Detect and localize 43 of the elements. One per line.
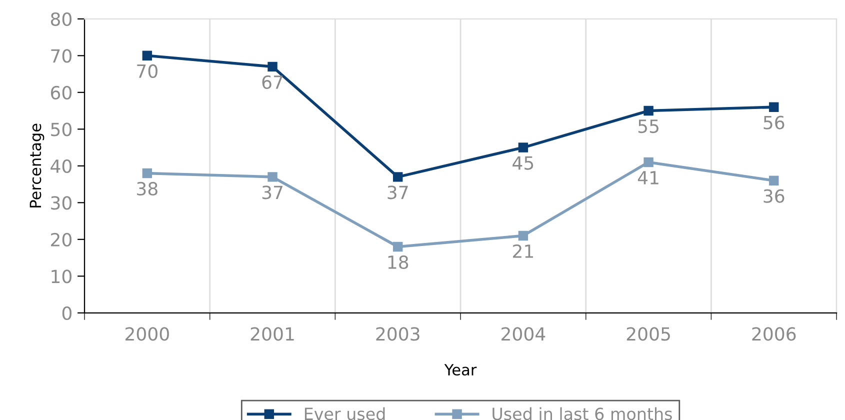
x-tick-label: 2006 [752, 327, 796, 341]
data-label: 38 [137, 182, 158, 196]
x-axis-title: Year [444, 364, 477, 376]
y-tick-label: 20 [51, 232, 72, 247]
data-label: 55 [638, 120, 658, 134]
data-label: 21 [513, 244, 534, 258]
data-label: 37 [262, 186, 282, 200]
y-tick-label: 80 [50, 12, 72, 26]
x-tick-label: 2000 [126, 327, 169, 341]
data-label: 56 [764, 116, 784, 130]
x-tick-label: 2005 [626, 327, 670, 341]
y-tick-label: 50 [51, 122, 72, 136]
point [392, 172, 403, 182]
data-label: 36 [764, 189, 784, 203]
data-label: 70 [137, 64, 158, 78]
y-tick-label: 60 [50, 86, 72, 100]
point [142, 168, 152, 178]
point [518, 230, 528, 241]
data-label: 18 [388, 255, 408, 270]
x-tick-label: 2004 [502, 327, 546, 341]
y-tick-label: 70 [51, 49, 72, 63]
legend-label: Ever used [304, 407, 385, 420]
point [268, 172, 278, 182]
y-tick-label: 0 [62, 306, 72, 320]
y-tick-label: 10 [52, 270, 72, 284]
y-axis-title: Percentage [30, 124, 44, 208]
data-label: 37 [388, 186, 408, 200]
y-tick-label: 30 [51, 196, 72, 210]
point [142, 50, 152, 61]
point [769, 102, 779, 112]
point [518, 142, 528, 152]
point [769, 176, 779, 186]
data-label: 41 [638, 171, 658, 184]
x-tick-label: 2003 [376, 327, 420, 341]
point [644, 106, 654, 116]
point [644, 157, 654, 168]
data-label: 67 [262, 75, 282, 89]
data-label: 45 [512, 156, 534, 170]
x-tick-label: 2001 [250, 327, 294, 341]
point [268, 62, 278, 72]
y-tick-label: 40 [50, 159, 72, 174]
point [392, 242, 403, 252]
legend-label: Used in last 6 months [492, 407, 672, 420]
